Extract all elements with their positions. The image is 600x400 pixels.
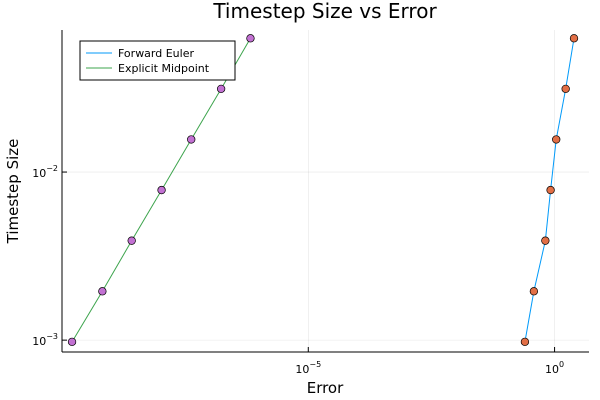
- x-tick-label: 10−5: [295, 360, 321, 376]
- y-tick-label: 10−2: [32, 164, 58, 180]
- y-axis-label: Timestep Size: [4, 139, 22, 245]
- plot-frame: [61, 30, 589, 353]
- legend-box: [79, 40, 236, 81]
- data-point-forward-euler: [561, 84, 570, 94]
- legend-label-forward-euler: Forward Euler: [118, 47, 194, 60]
- chart-title: Timestep Size vs Error: [212, 0, 437, 23]
- data-point-explicit-midpoint: [187, 135, 196, 144]
- legend-label-explicit-midpoint: Explicit Midpoint: [118, 62, 210, 75]
- data-point-forward-euler: [569, 34, 579, 43]
- y-tick-label: 10−3: [32, 332, 58, 348]
- grid: [62, 30, 589, 352]
- data-point-explicit-midpoint: [127, 236, 136, 245]
- data-point-forward-euler: [541, 236, 550, 245]
- legend: Forward Euler Explicit Midpoint: [79, 40, 236, 81]
- x-axis-label: Error: [307, 379, 344, 397]
- data-point-explicit-midpoint: [157, 185, 166, 195]
- ticks: 10−5 100 10−3 10−2: [32, 164, 564, 376]
- series: [67, 34, 579, 347]
- x-tick-label: 100: [545, 360, 564, 376]
- data-point-explicit-midpoint: [216, 84, 226, 94]
- data-point-forward-euler: [546, 185, 555, 195]
- series-forward-euler: [520, 34, 579, 347]
- data-point-explicit-midpoint: [246, 34, 255, 43]
- series-explicit-midpoint: [67, 34, 255, 347]
- data-point-forward-euler: [552, 135, 561, 144]
- data-point-explicit-midpoint: [67, 337, 77, 347]
- data-point-forward-euler: [520, 337, 530, 347]
- data-point-forward-euler: [529, 287, 539, 296]
- data-point-explicit-midpoint: [98, 287, 107, 296]
